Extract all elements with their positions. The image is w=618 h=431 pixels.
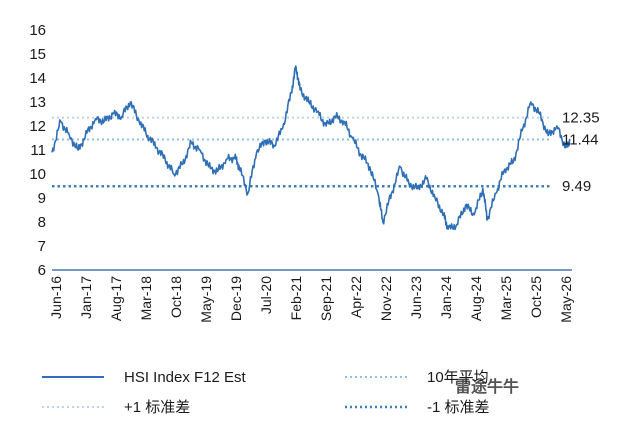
x-tick-label: Mar-25: [498, 276, 514, 321]
x-tick-label: Jan-17: [78, 276, 94, 319]
reference-line-labels: 12.35 11.44 9.49: [562, 110, 600, 196]
y-tick-label: 7: [38, 238, 46, 255]
x-tick-label: Apr-22: [348, 276, 364, 318]
watermark-text: 雷途牛牛: [455, 377, 519, 396]
series-line-hsi: [51, 65, 571, 231]
ref-label-plus1sd: 12.35: [562, 110, 600, 127]
x-tick-label: Oct-25: [528, 276, 544, 318]
x-tick-label: Aug-17: [108, 276, 124, 321]
legend-label-minus1sd: -1 标准差: [427, 399, 490, 416]
ref-label-minus1sd: 9.49: [562, 178, 591, 195]
y-tick-label: 15: [29, 46, 46, 63]
x-tick-label: Aug-24: [468, 276, 484, 321]
x-tick-label: Oct-18: [168, 276, 184, 318]
y-tick-label: 12: [29, 118, 46, 135]
y-tick-label: 10: [29, 166, 46, 183]
x-tick-label: May-19: [198, 276, 214, 323]
x-tick-label: Jan-24: [438, 276, 454, 319]
x-tick-label: May-26: [558, 276, 574, 323]
y-tick-label: 6: [38, 262, 46, 279]
legend-label-mean: 10年平均: [427, 369, 489, 386]
y-tick-labels: 6 7 8 9 10 11 12 13 14 15 16: [29, 22, 46, 279]
x-tick-label: Sep-21: [318, 276, 334, 321]
y-tick-label: 14: [29, 70, 46, 87]
y-tick-label: 13: [29, 94, 46, 111]
legend-label-series: HSI Index F12 Est: [124, 369, 247, 386]
series-layer: [51, 65, 571, 231]
y-tick-label: 8: [38, 214, 46, 231]
x-tick-label: Mar-18: [138, 276, 154, 321]
x-tick-label: Jul-20: [258, 276, 274, 314]
x-tick-label: Nov-22: [378, 276, 394, 321]
x-tick-label: Jun-16: [48, 276, 64, 319]
legend-label-plus1sd: +1 标准差: [124, 399, 190, 416]
x-tick-label: Feb-21: [288, 276, 304, 321]
ref-label-mean: 11.44: [562, 131, 598, 148]
x-tick-label: Dec-19: [228, 276, 244, 321]
x-tick-label: Jun-23: [408, 276, 424, 319]
reference-lines: [52, 116, 550, 188]
y-tick-label: 16: [29, 22, 46, 39]
y-tick-label: 9: [38, 190, 46, 207]
x-tick-labels: Jun-16 Jan-17 Aug-17 Mar-18 Oct-18 May-19 Dec-…: [48, 276, 574, 323]
y-tick-label: 11: [30, 142, 46, 159]
legend: HSI Index F12 Est 10年平均 +1 标准差 -1 标准差: [42, 369, 490, 416]
